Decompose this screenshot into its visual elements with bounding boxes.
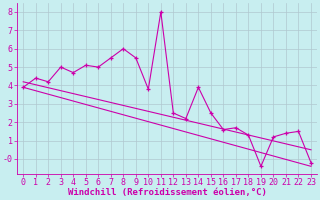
X-axis label: Windchill (Refroidissement éolien,°C): Windchill (Refroidissement éolien,°C) <box>68 188 267 197</box>
